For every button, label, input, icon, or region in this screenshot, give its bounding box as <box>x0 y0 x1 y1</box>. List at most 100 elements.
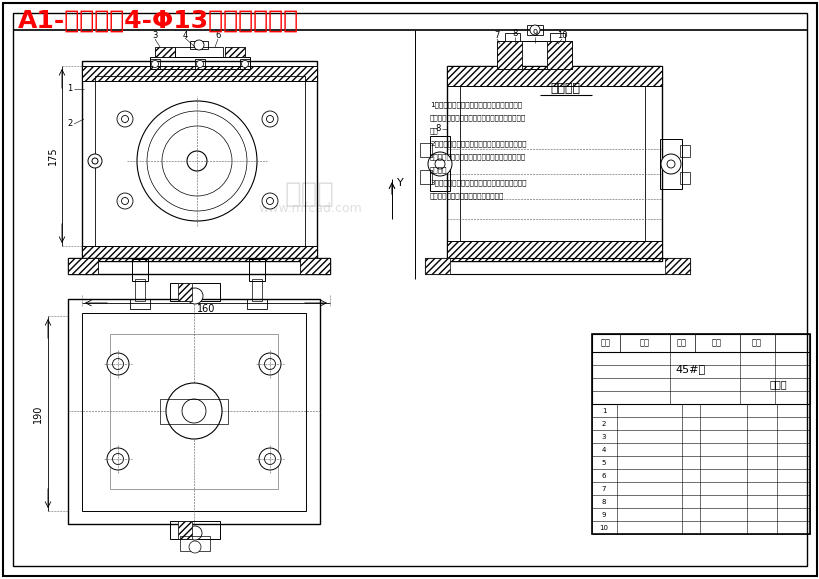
Bar <box>178 283 192 301</box>
Circle shape <box>162 126 232 196</box>
Bar <box>195 59 205 69</box>
Circle shape <box>660 154 680 174</box>
Bar <box>174 47 223 57</box>
Text: 1、装入组装的零件及部件（包括外购件、外购: 1、装入组装的零件及部件（包括外购件、外购 <box>429 102 522 108</box>
Text: 6: 6 <box>601 473 605 479</box>
Circle shape <box>117 111 133 127</box>
Text: 技术要求: 技术要求 <box>550 82 579 96</box>
Bar <box>68 299 319 524</box>
Text: 3: 3 <box>152 31 157 41</box>
Bar <box>679 145 689 157</box>
Bar <box>429 136 450 191</box>
Text: 装配体: 装配体 <box>768 379 786 389</box>
Text: A1-轴承座钻4-Φ13孔夹具装配图: A1-轴承座钻4-Φ13孔夹具装配图 <box>18 9 299 33</box>
Bar <box>251 279 262 301</box>
Bar <box>132 259 147 281</box>
Text: 160: 160 <box>197 304 215 314</box>
Text: www.mfcad.com: www.mfcad.com <box>258 203 361 215</box>
Text: 夹杂物。: 夹杂物。 <box>429 167 447 173</box>
Bar <box>110 334 278 489</box>
Bar <box>224 47 245 57</box>
Bar <box>68 258 329 274</box>
Circle shape <box>666 160 674 168</box>
Bar <box>178 521 192 539</box>
Bar <box>135 279 145 301</box>
Text: 8: 8 <box>512 30 517 38</box>
Bar <box>170 521 219 539</box>
Bar <box>424 258 689 274</box>
Circle shape <box>106 448 129 470</box>
Text: 8: 8 <box>601 499 605 505</box>
Text: 3: 3 <box>601 434 605 440</box>
Bar <box>505 33 519 41</box>
Text: 5: 5 <box>601 460 605 466</box>
Bar <box>424 258 450 274</box>
Circle shape <box>121 197 129 204</box>
Circle shape <box>197 60 203 68</box>
Text: 7: 7 <box>494 31 499 41</box>
Bar <box>82 61 317 261</box>
Circle shape <box>92 158 98 164</box>
Bar <box>150 59 160 69</box>
Bar <box>459 86 645 241</box>
Text: 4: 4 <box>182 31 188 39</box>
Bar <box>155 47 174 57</box>
Text: 1: 1 <box>601 408 605 414</box>
Text: 过范围合尺寸及据无则做更改定更名。: 过范围合尺寸及据无则做更改定更名。 <box>429 193 504 199</box>
Text: 数量: 数量 <box>676 339 686 347</box>
Text: 质。: 质。 <box>429 128 438 134</box>
Text: 10: 10 <box>599 525 608 531</box>
Bar <box>160 399 228 424</box>
Circle shape <box>242 60 248 68</box>
Circle shape <box>194 40 204 50</box>
Bar <box>496 41 522 69</box>
Bar <box>150 57 250 69</box>
Text: 7: 7 <box>601 486 605 492</box>
Circle shape <box>265 453 275 464</box>
Circle shape <box>147 111 247 211</box>
Text: 6: 6 <box>215 31 220 41</box>
Bar <box>68 258 98 274</box>
Circle shape <box>121 115 129 123</box>
Text: 备注: 备注 <box>751 339 761 347</box>
Text: 175: 175 <box>48 146 58 166</box>
Bar <box>659 139 681 189</box>
Bar <box>550 33 564 41</box>
Circle shape <box>529 25 540 35</box>
Text: 2: 2 <box>601 421 605 427</box>
Bar <box>240 59 250 69</box>
Circle shape <box>434 159 445 169</box>
Bar <box>249 259 265 281</box>
Text: 名称: 名称 <box>639 339 649 347</box>
Text: 2、零件去毛刺和去除锐边且涂底平整，不准有毛: 2、零件去毛刺和去除锐边且涂底平整，不准有毛 <box>429 141 526 147</box>
Bar <box>546 41 572 69</box>
Bar <box>82 246 317 261</box>
Text: 序号: 序号 <box>600 339 610 347</box>
Circle shape <box>259 448 281 470</box>
Circle shape <box>428 152 451 176</box>
Circle shape <box>112 453 124 464</box>
Circle shape <box>112 358 124 369</box>
Bar <box>446 66 661 86</box>
Bar <box>130 299 150 309</box>
Text: 3、检配精度要求，零件各主要配合尺寸，有偏差: 3、检配精度要求，零件各主要配合尺寸，有偏差 <box>429 179 526 186</box>
Circle shape <box>137 101 256 221</box>
Bar <box>527 25 542 35</box>
Text: 190: 190 <box>33 405 43 423</box>
Bar <box>190 41 208 49</box>
Circle shape <box>188 526 201 540</box>
Circle shape <box>106 353 129 375</box>
Circle shape <box>265 358 275 369</box>
Text: 9: 9 <box>532 30 537 38</box>
Bar <box>591 334 809 534</box>
Bar <box>82 313 305 511</box>
Bar <box>591 334 809 404</box>
Bar <box>446 66 661 261</box>
Text: 2: 2 <box>67 119 73 129</box>
Text: 件），检查所有零部件的协合参配尺寸满足合格品: 件），检查所有零部件的协合参配尺寸满足合格品 <box>429 115 526 122</box>
Bar <box>496 41 572 69</box>
Circle shape <box>152 60 158 68</box>
Bar <box>419 170 432 184</box>
Bar <box>170 283 219 301</box>
Text: 9: 9 <box>601 512 605 518</box>
